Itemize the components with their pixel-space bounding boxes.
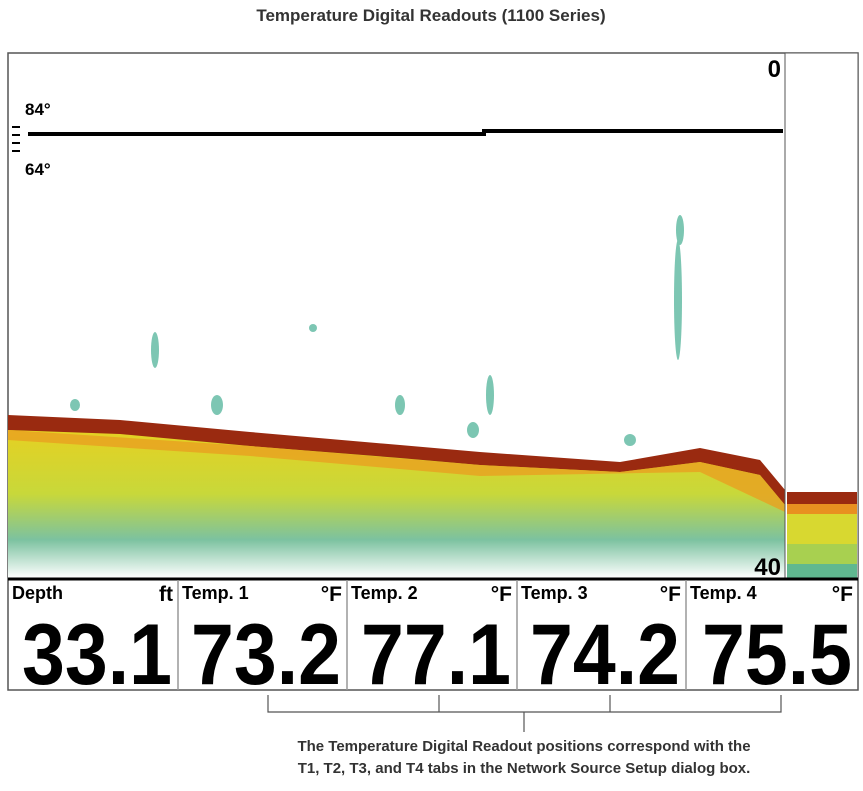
- readout-label: Temp. 4: [690, 583, 757, 603]
- caption-line: T1, T2, T3, and T4 tabs in the Network S…: [298, 760, 751, 777]
- temp-lower: 64°: [25, 160, 51, 179]
- depth-bottom: 40: [754, 554, 781, 581]
- readout-value: 74.2: [530, 607, 680, 703]
- temp-upper: 84°: [25, 100, 51, 119]
- sonar-view: [8, 52, 859, 579]
- readout-label: Depth: [12, 583, 63, 603]
- readout-unit: °F: [491, 583, 512, 606]
- title: Temperature Digital Readouts (1100 Serie…: [256, 6, 605, 25]
- readout-unit: ft: [159, 583, 173, 606]
- readout-unit: °F: [832, 583, 853, 606]
- bracket: [267, 695, 782, 732]
- caption-line: The Temperature Digital Readout position…: [297, 738, 750, 755]
- readout-value: 75.5: [702, 607, 852, 703]
- readout-label: Temp. 1: [182, 583, 249, 603]
- readout-unit: °F: [660, 583, 681, 606]
- readout-value: 77.1: [361, 607, 511, 703]
- readout-value: 33.1: [22, 607, 172, 703]
- depth-top: 0: [768, 56, 781, 83]
- screen: [7, 52, 859, 691]
- readout-label: Temp. 2: [351, 583, 418, 603]
- readout-label: Temp. 3: [521, 583, 588, 603]
- readout-value: 73.2: [191, 607, 341, 703]
- readout-unit: °F: [321, 583, 342, 606]
